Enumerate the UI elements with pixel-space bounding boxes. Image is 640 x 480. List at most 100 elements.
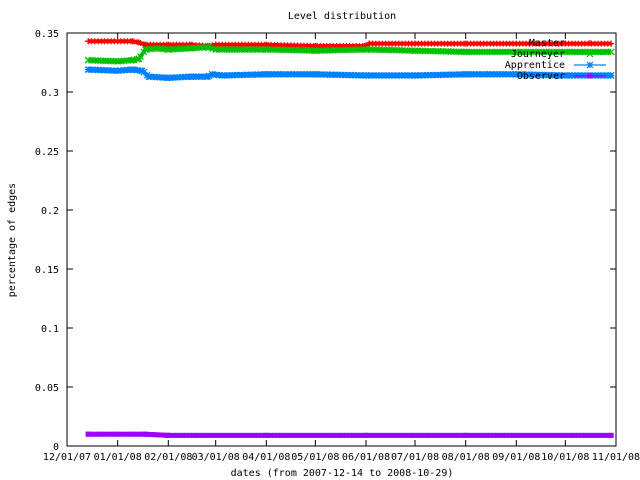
apprentice-point <box>91 66 99 74</box>
apprentice-point <box>110 67 118 75</box>
apprentice-point <box>303 70 311 78</box>
observer-point <box>419 432 425 438</box>
y-tick-label: 0.1 <box>41 324 59 335</box>
observer-data-point <box>85 431 91 437</box>
apprentice-point <box>235 71 242 79</box>
observer-point <box>92 431 98 437</box>
observer-point <box>507 432 513 438</box>
series-layer <box>84 38 615 438</box>
apprentice-point <box>470 70 478 78</box>
journeyer-data-point <box>462 48 470 56</box>
observer-point <box>435 432 441 438</box>
apprentice-point <box>124 66 131 74</box>
apprentice-point <box>212 71 220 79</box>
journeyer-data-point <box>561 48 569 56</box>
apprentice-point <box>97 66 105 74</box>
observer-point <box>598 432 604 438</box>
apprentice-point <box>176 73 184 81</box>
apprentice-point <box>519 71 527 78</box>
apprentice-data-point <box>311 70 319 78</box>
apprentice-point <box>153 73 161 81</box>
apprentice-point <box>486 70 494 78</box>
observer-point <box>157 432 163 438</box>
observer-point <box>575 432 581 438</box>
apprentice-point <box>565 72 573 79</box>
apprentice-point <box>473 70 481 78</box>
observer-point <box>422 432 428 438</box>
legend-label-observer: Observer <box>517 71 565 82</box>
apprentice-point <box>542 71 550 79</box>
y-tick-label: 0.35 <box>35 29 59 40</box>
apprentice-data-point <box>512 70 520 78</box>
observer-point <box>432 432 438 438</box>
observer-point <box>543 432 549 438</box>
apprentice-point <box>120 66 128 74</box>
apprentice-point <box>454 71 461 78</box>
observer-point <box>373 432 379 438</box>
apprentice-point <box>251 71 259 79</box>
apprentice-point <box>215 71 223 79</box>
observer-point <box>160 432 166 438</box>
observer-point <box>190 432 196 438</box>
observer-point <box>484 432 490 438</box>
journeyer-data-point <box>187 44 195 52</box>
observer-point <box>471 432 477 438</box>
apprentice-point <box>156 73 164 81</box>
journeyer-data-point <box>128 56 136 64</box>
journeyer-data-point <box>512 48 520 56</box>
observer-point <box>304 432 310 438</box>
observer-point <box>370 432 376 438</box>
y-tick-label: 0.15 <box>35 265 59 276</box>
observer-point <box>124 431 130 437</box>
observer-point <box>546 432 552 438</box>
observer-point <box>294 432 300 438</box>
observer-point <box>553 432 559 438</box>
series-apprentice <box>84 66 615 82</box>
observer-point <box>200 432 206 438</box>
apprentice-point <box>195 73 203 81</box>
apprentice-point <box>228 71 236 79</box>
apprentice-point <box>545 71 553 79</box>
journeyer-data-point <box>607 48 615 56</box>
observer-point <box>154 432 160 438</box>
apprentice-point <box>391 72 399 79</box>
observer-point <box>392 432 398 438</box>
apprentice-point <box>254 71 262 78</box>
apprentice-point <box>418 71 425 79</box>
x-tick-label: 08/01/08 <box>442 452 490 463</box>
apprentice-point <box>192 73 200 81</box>
observer-point <box>226 432 232 438</box>
apprentice-point <box>359 71 367 79</box>
observer-point <box>383 432 389 438</box>
observer-point <box>183 432 189 438</box>
observer-point <box>602 432 608 438</box>
apprentice-point <box>388 72 396 79</box>
observer-point <box>379 432 385 438</box>
apprentice-point <box>421 71 429 79</box>
observer-point <box>556 432 562 438</box>
chart-title: Level distribution <box>288 11 396 22</box>
apprentice-point <box>356 71 363 79</box>
observer-point <box>298 432 304 438</box>
master-data-point <box>513 40 520 47</box>
observer-point <box>272 432 278 438</box>
apprentice-data-point <box>84 66 92 74</box>
apprentice-point <box>509 70 517 78</box>
legend-label-journeyer: Journeyer <box>511 49 565 60</box>
master-data-point <box>165 41 172 48</box>
observer-point <box>255 432 261 438</box>
apprentice-point <box>107 67 115 74</box>
observer-point <box>340 432 346 438</box>
master-data-point <box>142 41 149 48</box>
observer-point <box>402 432 408 438</box>
observer-point <box>520 432 526 438</box>
apprentice-point <box>248 71 256 79</box>
y-tick-label: 0.05 <box>35 383 59 394</box>
observer-point <box>366 432 372 438</box>
apprentice-data-point <box>145 73 153 81</box>
legend-label-apprentice: Apprentice <box>505 60 565 71</box>
apprentice-data-point <box>138 67 146 75</box>
apprentice-point <box>555 71 563 79</box>
